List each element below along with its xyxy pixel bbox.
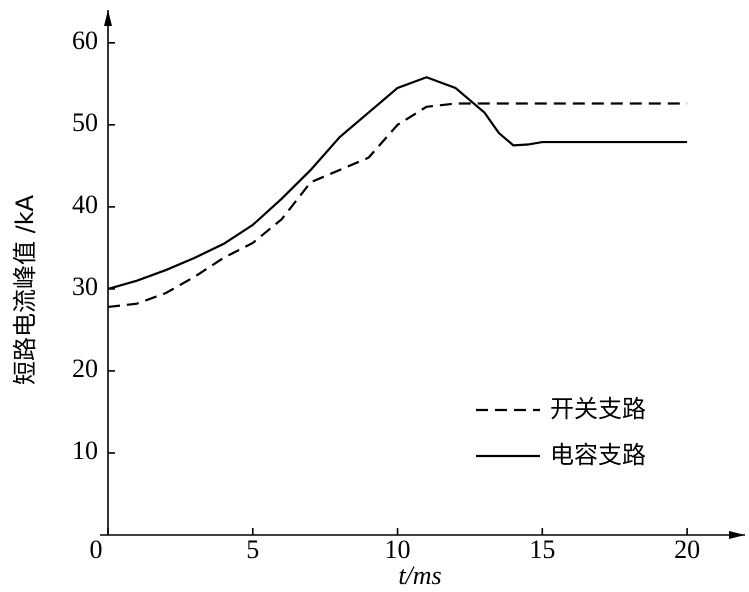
series-line: [107, 76, 688, 290]
legend-label: 开关支路: [550, 395, 646, 423]
series-line: [107, 102, 688, 309]
legend-label: 电容支路: [550, 441, 646, 469]
y-tick-label: 60: [72, 26, 98, 55]
y-axis-arrow: [104, 10, 112, 26]
y-tick-label: 10: [72, 436, 98, 465]
x-tick-label: 15: [529, 535, 555, 564]
x-axis-arrow: [729, 531, 745, 539]
y-tick-label: 50: [72, 108, 98, 137]
x-tick-label: 0: [90, 535, 103, 564]
y-tick-label: 20: [72, 354, 98, 383]
y-axis-label: 短路电流峰值 /kA: [11, 194, 39, 385]
y-tick-label: 30: [72, 272, 98, 301]
x-tick-label: 5: [246, 535, 259, 564]
x-tick-label: 20: [674, 535, 700, 564]
x-axis-label: t/ms: [398, 561, 441, 590]
y-tick-label: 40: [72, 190, 98, 219]
x-tick-label: 10: [385, 535, 411, 564]
